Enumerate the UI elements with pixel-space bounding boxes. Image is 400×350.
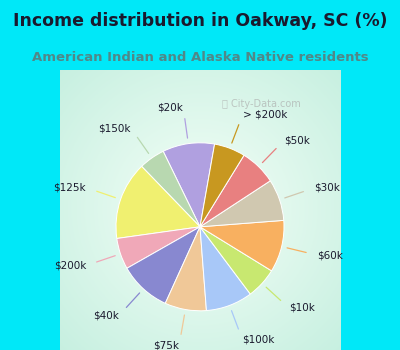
Text: $30k: $30k: [314, 183, 340, 193]
Wedge shape: [200, 227, 272, 294]
Wedge shape: [200, 155, 270, 227]
Wedge shape: [142, 151, 200, 227]
Text: $10k: $10k: [289, 303, 315, 313]
Text: $75k: $75k: [153, 340, 179, 350]
Text: $60k: $60k: [317, 250, 343, 260]
Wedge shape: [200, 181, 284, 227]
Text: $150k: $150k: [98, 123, 131, 133]
Text: ⓘ City-Data.com: ⓘ City-Data.com: [222, 99, 301, 108]
Text: Income distribution in Oakway, SC (%): Income distribution in Oakway, SC (%): [13, 12, 387, 30]
Wedge shape: [165, 227, 206, 311]
Text: $100k: $100k: [242, 335, 275, 344]
Text: $125k: $125k: [54, 183, 86, 193]
Wedge shape: [163, 143, 214, 227]
Wedge shape: [127, 227, 200, 303]
Text: $200k: $200k: [54, 261, 86, 271]
Wedge shape: [200, 144, 244, 227]
Text: > $200k: > $200k: [243, 109, 287, 119]
Text: $40k: $40k: [93, 311, 119, 321]
Wedge shape: [200, 220, 284, 271]
Wedge shape: [117, 227, 200, 268]
Wedge shape: [116, 166, 200, 238]
Text: American Indian and Alaska Native residents: American Indian and Alaska Native reside…: [32, 51, 368, 64]
Wedge shape: [200, 227, 250, 310]
Text: $50k: $50k: [284, 135, 310, 146]
Text: $20k: $20k: [157, 103, 183, 113]
